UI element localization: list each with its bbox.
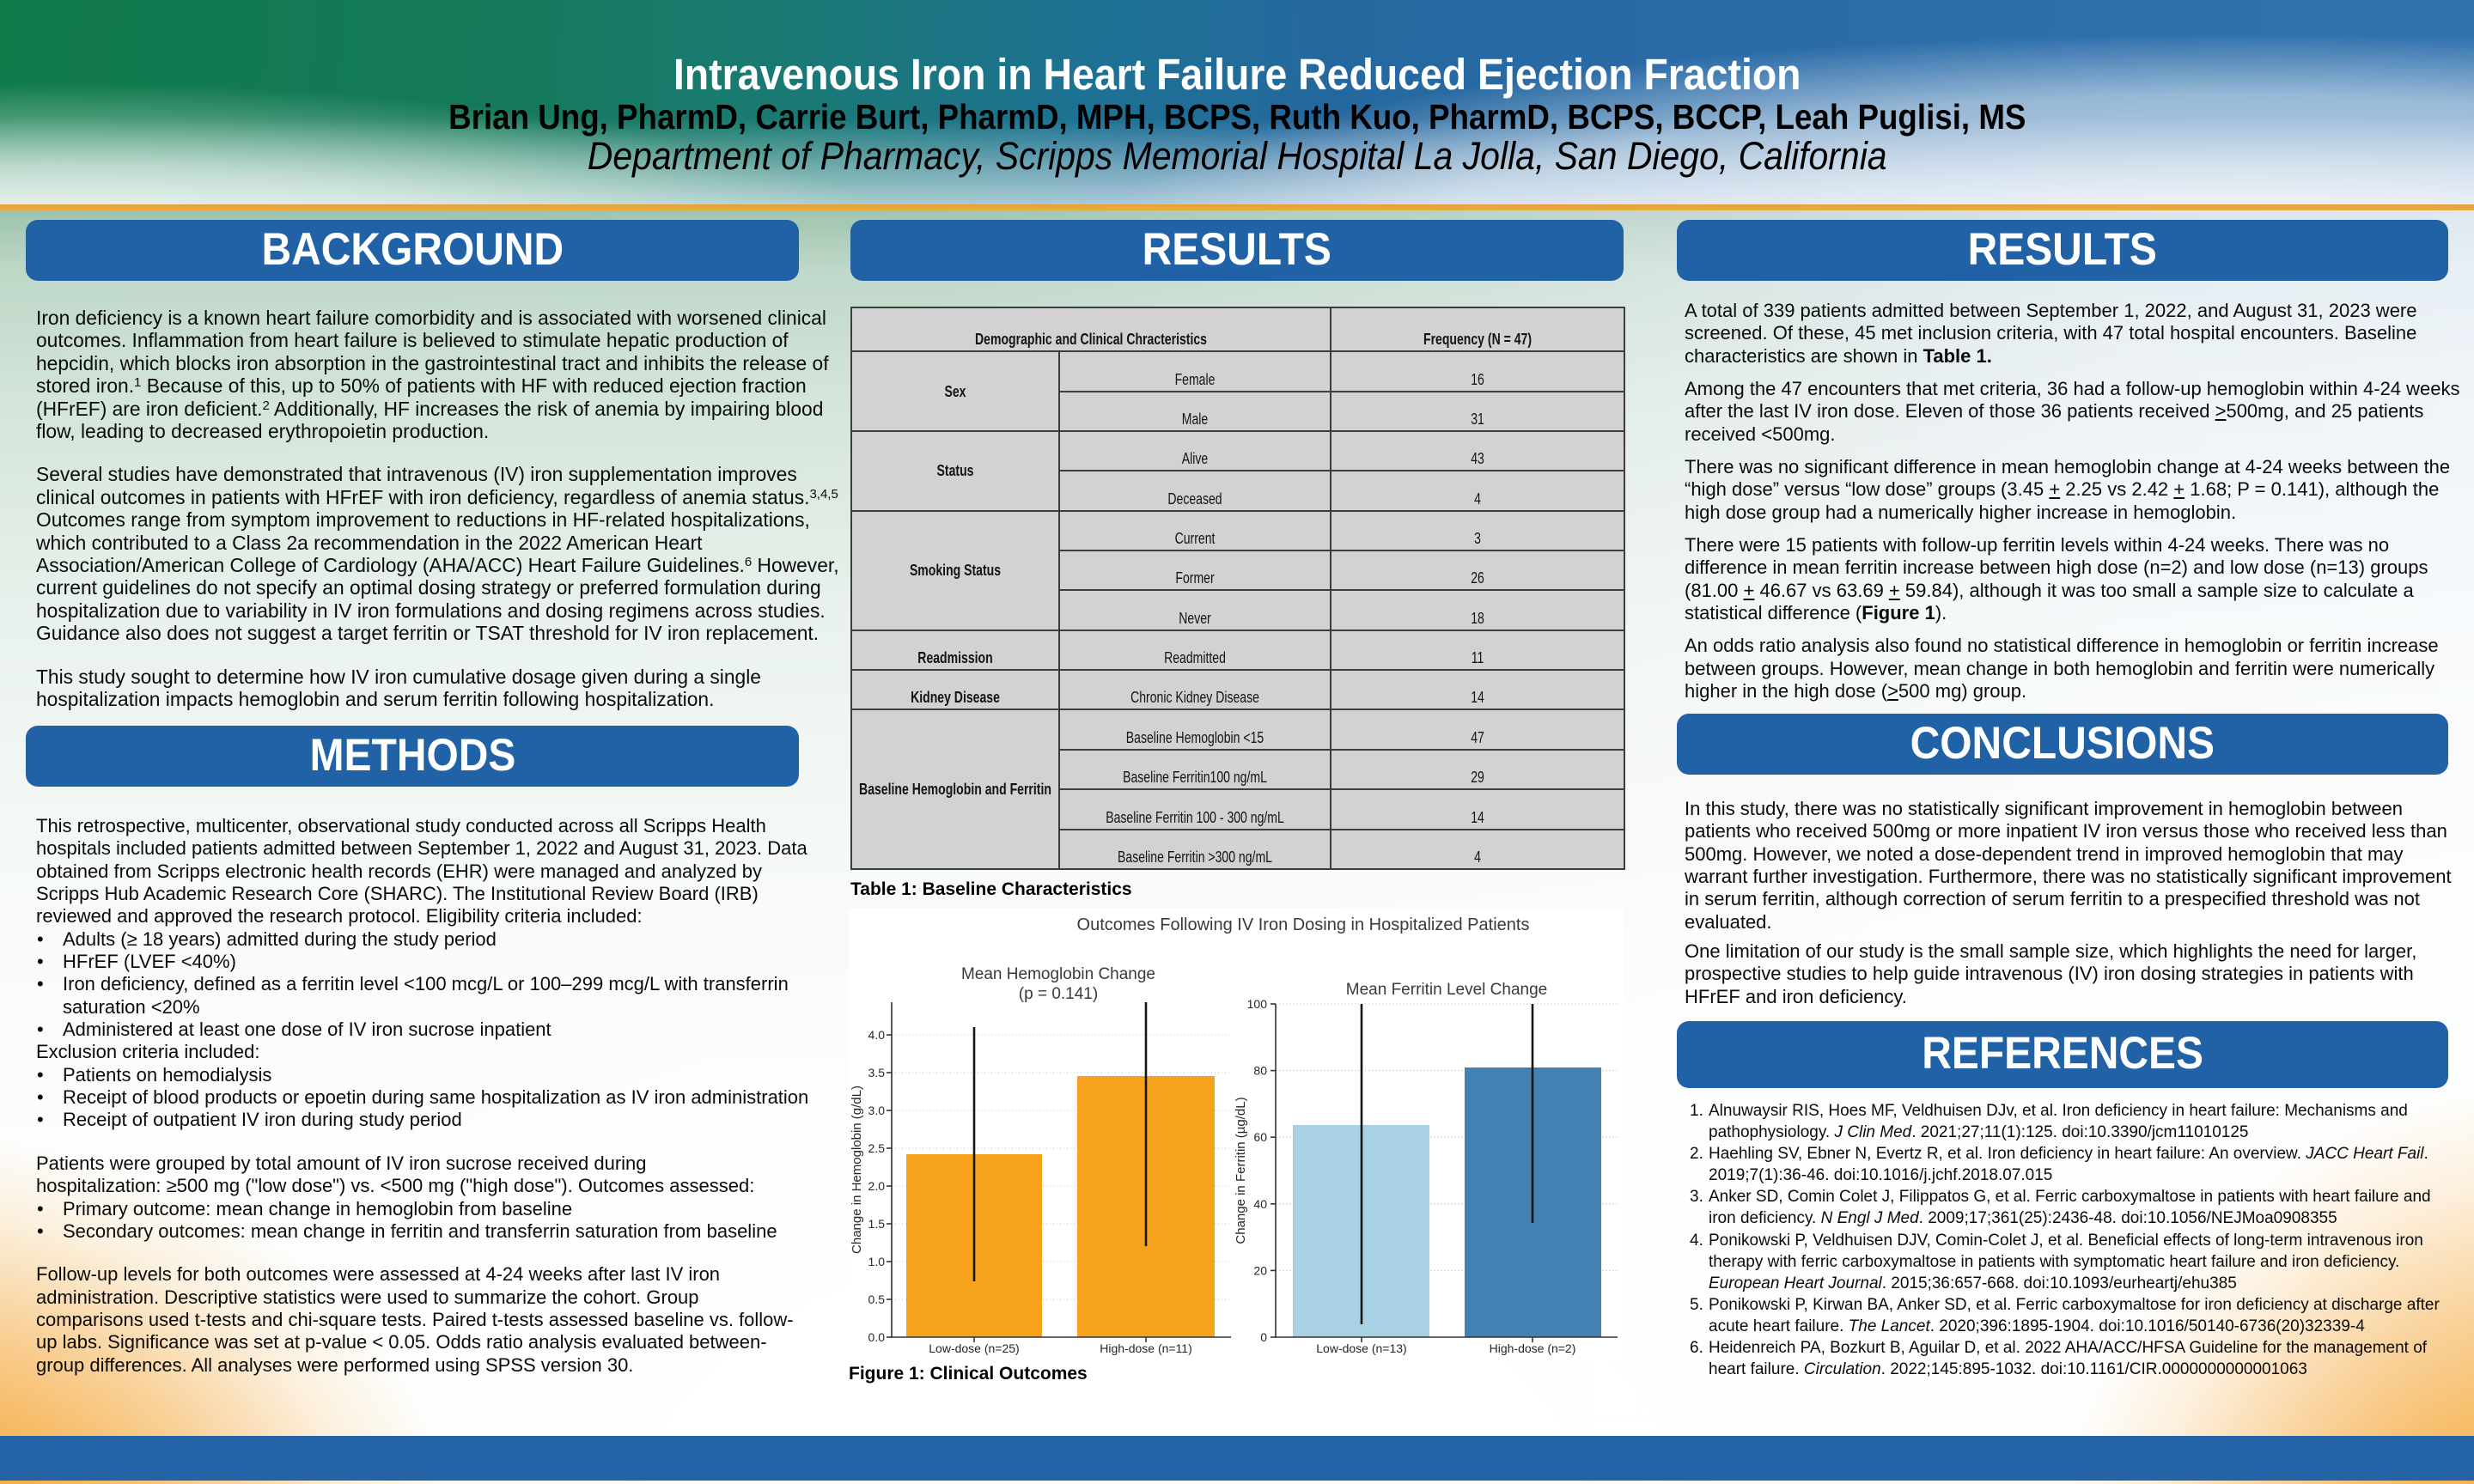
svg-text:Change in Ferritin (µg/dL): Change in Ferritin (µg/dL)	[1234, 1097, 1248, 1244]
svg-text:0.0: 0.0	[868, 1330, 886, 1344]
svg-text:Mean Ferritin Level Change: Mean Ferritin Level Change	[1346, 981, 1547, 999]
svg-text:100: 100	[1247, 997, 1268, 1011]
svg-text:High-dose (n=11): High-dose (n=11)	[1100, 1341, 1192, 1355]
svg-text:(p = 0.141): (p = 0.141)	[1019, 985, 1098, 1003]
svg-text:Low-dose (n=25): Low-dose (n=25)	[929, 1341, 1019, 1355]
svg-text:Outcomes Following IV Iron Dos: Outcomes Following IV Iron Dosing in Hos…	[1077, 915, 1530, 934]
svg-text:Low-dose (n=13): Low-dose (n=13)	[1316, 1341, 1406, 1355]
svg-text:2.5: 2.5	[868, 1141, 886, 1155]
svg-text:0: 0	[1260, 1330, 1267, 1344]
svg-text:2.0: 2.0	[868, 1179, 886, 1193]
svg-text:3.5: 3.5	[868, 1066, 886, 1080]
svg-text:Mean Hemoglobin Change: Mean Hemoglobin Change	[961, 965, 1155, 983]
svg-text:Change in Hemoglobin (g/dL): Change in Hemoglobin (g/dL)	[850, 1086, 864, 1254]
svg-text:1.5: 1.5	[868, 1217, 886, 1231]
svg-text:20: 20	[1253, 1263, 1267, 1277]
svg-text:High-dose (n=2): High-dose (n=2)	[1490, 1341, 1576, 1355]
svg-text:1.0: 1.0	[868, 1255, 886, 1268]
svg-text:60: 60	[1253, 1130, 1267, 1144]
svg-text:40: 40	[1253, 1197, 1267, 1211]
svg-text:4.0: 4.0	[868, 1028, 886, 1042]
svg-text:0.5: 0.5	[868, 1292, 886, 1306]
svg-text:3.0: 3.0	[868, 1104, 886, 1117]
svg-text:80: 80	[1253, 1064, 1267, 1078]
